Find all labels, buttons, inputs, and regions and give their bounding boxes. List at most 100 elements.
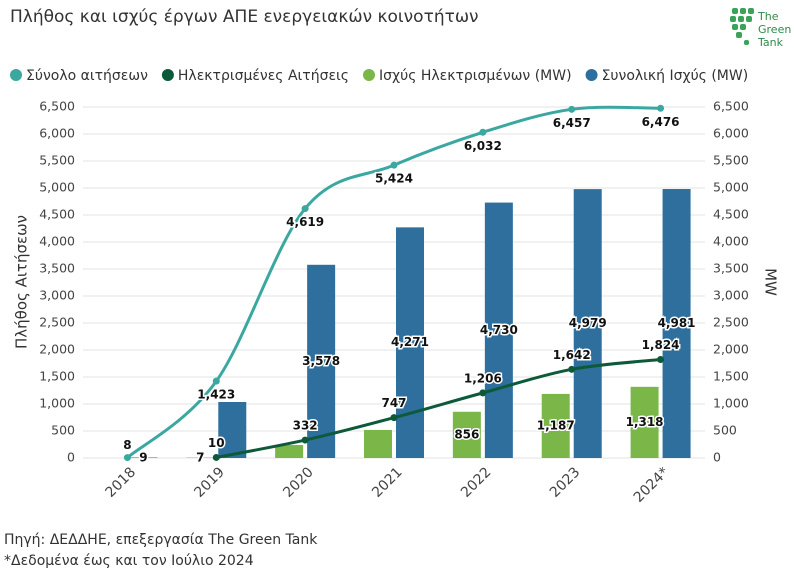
x-tick-label: 2018 (103, 464, 140, 501)
line-point (390, 414, 398, 422)
bar (484, 202, 513, 458)
line-point (657, 104, 665, 112)
chart-title: Πλήθος και ισχύς έργων ΑΠΕ ενεργειακών κ… (10, 7, 479, 27)
y-tick-label: 0 (67, 450, 75, 465)
data-label: 1,642 (553, 348, 591, 362)
y-tick-label: 2,000 (39, 342, 75, 357)
data-label: 9 (139, 450, 147, 464)
bar (541, 393, 570, 458)
y2-tick-label: 5,000 (713, 180, 749, 195)
data-label: 5,424 (375, 172, 413, 186)
y2-tick-label: 1,000 (713, 396, 749, 411)
y2-tick-label: 500 (713, 423, 737, 438)
bar (630, 386, 659, 458)
line-point (568, 365, 576, 373)
data-label: 3,578 (302, 354, 340, 368)
y2-tick-label: 0 (713, 450, 721, 465)
data-label: 1,318 (626, 415, 664, 429)
data-label: 6,476 (642, 115, 680, 129)
bar (662, 189, 691, 458)
y2-tick-label: 2,000 (713, 342, 749, 357)
line-point (301, 205, 309, 213)
bar (452, 411, 481, 458)
data-label: 8 (123, 438, 131, 452)
y-tick-label: 3,000 (39, 288, 75, 303)
y2-tick-label: 4,000 (713, 234, 749, 249)
data-label: 332 (293, 419, 318, 433)
y2-tick-label: 1,500 (713, 369, 749, 384)
data-label: 4,981 (658, 316, 696, 330)
y-tick-label: 6,000 (39, 126, 75, 141)
y2-tick-label: 5,500 (713, 153, 749, 168)
bar (275, 445, 304, 458)
y-tick-label: 2,500 (39, 315, 75, 330)
data-label: 1,187 (537, 418, 575, 432)
y-tick-label: 1,000 (39, 396, 75, 411)
legend-swatch (10, 69, 22, 81)
y-tick-label: 4,000 (39, 234, 75, 249)
bar (364, 429, 392, 458)
data-label: 6,032 (464, 139, 502, 153)
y2-tick-label: 4,500 (713, 207, 749, 222)
y-tick-label: 6,500 (39, 99, 75, 114)
y-tick-label: 1,500 (39, 369, 75, 384)
bars (129, 189, 691, 458)
logo-text: The (757, 10, 779, 23)
y2-tick-label: 2,500 (713, 315, 749, 330)
data-label: 4,271 (391, 335, 429, 349)
bar (307, 264, 336, 458)
logo-text: Tank (757, 36, 784, 49)
y-tick-label: 5,000 (39, 180, 75, 195)
x-tick-label: 2021 (369, 464, 406, 501)
line-point (568, 105, 576, 113)
y-tick-label: 5,500 (39, 153, 75, 168)
data-label: 7 (196, 450, 204, 464)
lines (123, 104, 665, 462)
labels: 8 1,423 4,619 5,424 6,032 6,457 6,476 10 332 747 1… (122, 113, 697, 466)
data-label: 856 (454, 427, 479, 441)
data-label: 6,457 (553, 116, 591, 130)
logo-text: Green (758, 23, 791, 36)
legend-label: Ισχύς Ηλεκτρισμένων (MW) (379, 68, 572, 84)
line-point (657, 356, 665, 364)
y-tick-label: 3,500 (39, 261, 75, 276)
line-point (123, 454, 131, 462)
x-tick-label: 2019 (191, 464, 228, 501)
bar (396, 227, 424, 458)
line-point (479, 128, 487, 136)
data-label: 747 (381, 396, 406, 410)
legend-label: Συνολική Ισχύς (MW) (602, 68, 749, 84)
line-point (212, 453, 220, 461)
y-tick-label: 500 (51, 423, 75, 438)
line (215, 358, 661, 459)
x-tick-label: 2020 (280, 464, 317, 501)
x-tick-label: 2024* (631, 464, 672, 505)
data-label: 1,824 (642, 338, 680, 352)
y2-tick-label: 6,500 (713, 99, 749, 114)
data-label: 1,206 (464, 371, 502, 385)
line-point (301, 436, 309, 444)
x-tick-label: 2023 (547, 464, 584, 501)
y2-tick-label: 3,500 (713, 261, 749, 276)
bar (218, 402, 247, 458)
data-label: 4,619 (286, 215, 324, 229)
legend-label: Ηλεκτρισμένες Αιτήσεις (178, 68, 349, 84)
y2-axis-title: MW (762, 268, 780, 296)
data-label: 4,979 (569, 316, 607, 330)
y-tick-label: 4,500 (39, 207, 75, 222)
line-point (479, 389, 487, 397)
line-point (212, 377, 220, 385)
legend-swatch (161, 69, 174, 81)
logo: The Green Tank (730, 8, 791, 49)
data-label: 10 (208, 436, 225, 450)
source-note: Πηγή: ΔΕΔΔΗΕ, επεξεργασία The Green Tank (4, 532, 318, 548)
y2-tick-label: 3,000 (713, 288, 749, 303)
legend-label: Σύνολο αιτήσεων (26, 68, 148, 84)
line-point (390, 161, 398, 169)
legend-swatch (363, 69, 375, 81)
data-label: 1,423 (197, 388, 235, 402)
data-label: 4,730 (480, 323, 518, 337)
x-tick-label: 2022 (458, 464, 495, 501)
y-axis-title: Πλήθος Αιτήσεων (13, 215, 31, 349)
y2-tick-label: 6,000 (713, 126, 749, 141)
